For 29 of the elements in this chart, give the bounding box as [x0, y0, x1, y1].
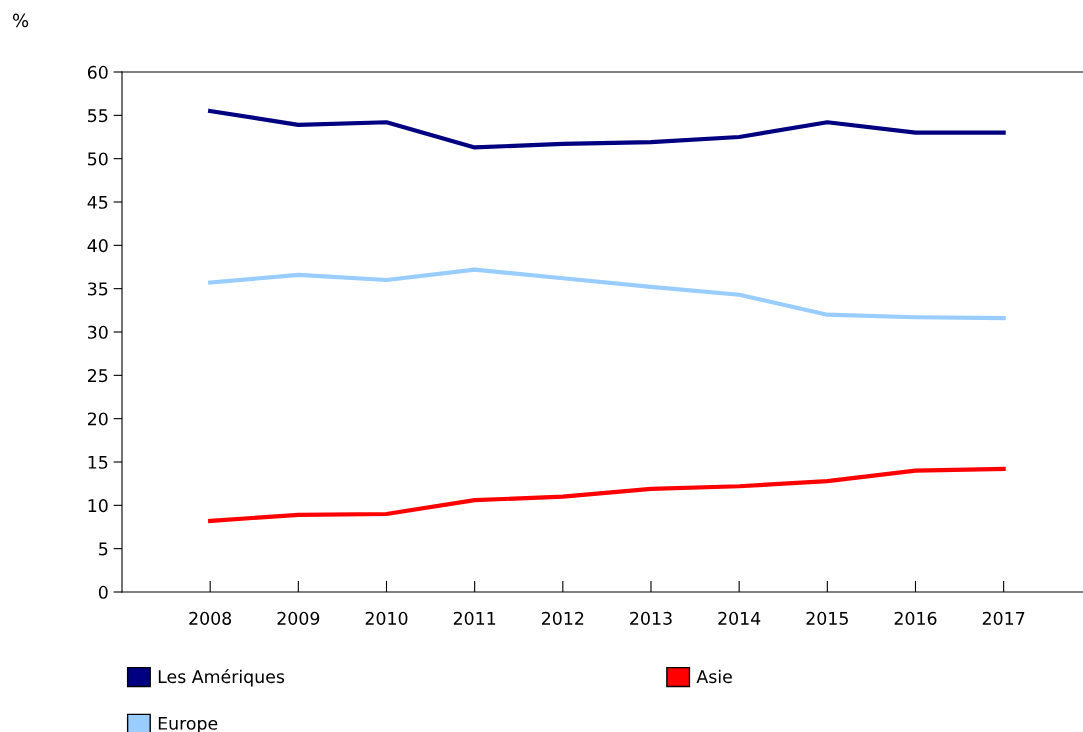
- legend-label: Les Amériques: [158, 669, 285, 687]
- y-tick-label: 40: [87, 239, 108, 253]
- x-tick-label: 2009: [277, 611, 320, 625]
- line-series: [208, 466, 1006, 524]
- x-tick-label: 2016: [894, 611, 937, 625]
- x-tick-label: 2012: [542, 611, 584, 625]
- y-tick-label: 25: [87, 369, 108, 383]
- line-series: [208, 108, 1006, 150]
- y-tick-label: 15: [88, 455, 108, 469]
- x-tick-label: 2011: [453, 611, 496, 625]
- x-tick-label: 2015: [806, 611, 848, 625]
- x-tick-label: 2010: [365, 611, 408, 625]
- y-tick-label: 10: [88, 499, 108, 513]
- y-tick-label: 30: [88, 325, 108, 339]
- x-tick-label: 2008: [189, 611, 232, 625]
- x-tick-label: 2013: [630, 611, 672, 625]
- y-tick-label: 35: [88, 282, 108, 296]
- legend-label: Asie: [696, 669, 732, 684]
- y-tick-label: 45: [87, 195, 108, 209]
- line-series: [208, 267, 1006, 321]
- y-tick-label: 50: [88, 152, 108, 166]
- y-tick-label: 20: [87, 412, 108, 426]
- x-tick-label: 2014: [718, 611, 761, 625]
- y-tick-label: 0: [98, 585, 108, 599]
- y-tick-label: 60: [87, 65, 108, 79]
- y-tick-label: 55: [88, 109, 108, 123]
- y-axis-title: %: [13, 13, 29, 28]
- y-tick-label: 5: [99, 542, 108, 556]
- x-tick-label: 2017: [982, 611, 1025, 625]
